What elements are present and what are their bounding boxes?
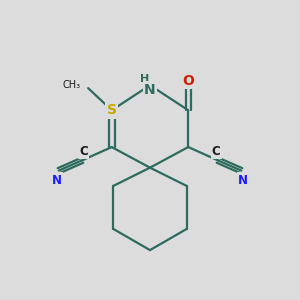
Text: N: N bbox=[238, 173, 248, 187]
Text: N: N bbox=[144, 82, 156, 97]
Text: C: C bbox=[212, 145, 220, 158]
Text: C: C bbox=[80, 145, 88, 158]
Text: H: H bbox=[140, 74, 149, 84]
Text: N: N bbox=[52, 173, 62, 187]
Text: S: S bbox=[107, 103, 117, 117]
Text: O: O bbox=[182, 74, 194, 88]
Text: CH₃: CH₃ bbox=[63, 80, 81, 90]
